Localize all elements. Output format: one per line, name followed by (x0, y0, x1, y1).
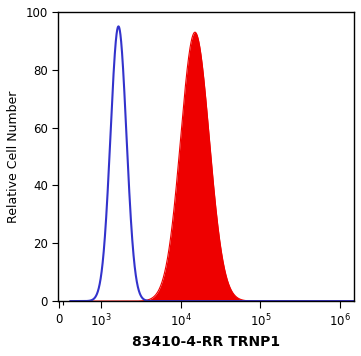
X-axis label: 83410-4-RR TRNP1: 83410-4-RR TRNP1 (132, 335, 280, 349)
Y-axis label: Relative Cell Number: Relative Cell Number (7, 90, 20, 223)
